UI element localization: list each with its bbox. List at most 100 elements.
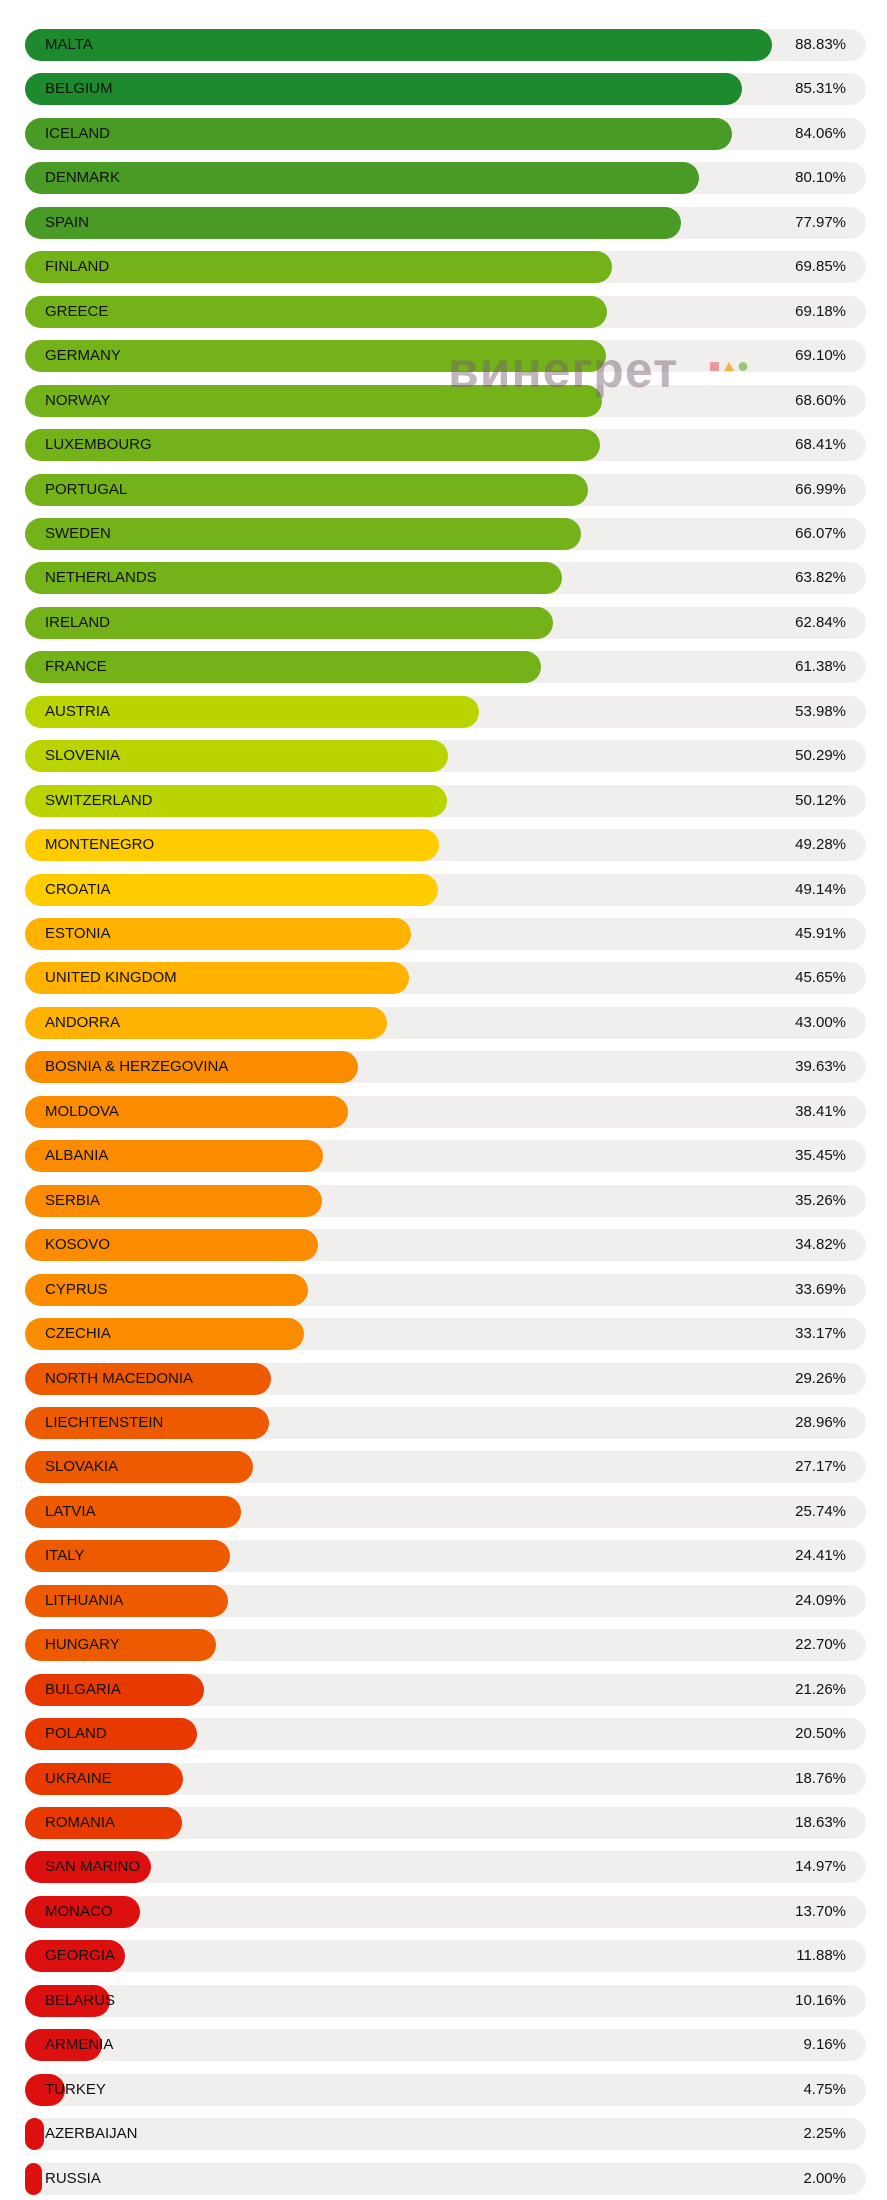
value-label: 13.70% [795, 1902, 846, 1920]
category-label: AUSTRIA [45, 702, 111, 720]
bar [25, 740, 448, 773]
value-label: 68.41% [795, 436, 846, 454]
bar [25, 962, 409, 995]
category-label: SLOVAKIA [45, 1458, 119, 1476]
bar-track [25, 1984, 866, 2017]
bar [25, 1851, 151, 1884]
bar [25, 1184, 322, 1217]
value-label: 24.41% [795, 1547, 846, 1565]
bar [25, 1229, 318, 1262]
bar [25, 2118, 44, 2151]
bar [25, 1807, 182, 1839]
bar-row: HUNGARY 22.70% [25, 1629, 866, 1662]
bar [25, 2073, 65, 2106]
value-label: 50.29% [795, 747, 846, 765]
bar [25, 340, 607, 373]
bar-row: CROATIA 49.14% [25, 873, 866, 906]
category-label: SLOVENIA [45, 747, 121, 765]
bar-row: GREECE 69.18% [25, 295, 866, 328]
value-label: 10.16% [795, 1991, 846, 2009]
bar-row: ARMENIA 9.16% [25, 2029, 866, 2062]
bar-row: AUSTRIA 53.98% [25, 695, 866, 728]
bar [25, 1673, 204, 1706]
category-label: FRANCE [45, 658, 107, 676]
category-label: PORTUGAL [45, 480, 128, 498]
category-label: MALTA [45, 36, 93, 53]
bar-row: MONTENEGRO 49.28% [25, 829, 866, 862]
bar-row: ANDORRA 43.00% [25, 1006, 866, 1039]
value-label: 18.76% [795, 1769, 846, 1787]
bar [25, 251, 613, 284]
category-label: ANDORRA [45, 1013, 121, 1031]
category-label: TURKEY [45, 2080, 106, 2098]
logo-shapes-icon [710, 362, 748, 371]
value-label: 29.26% [795, 1369, 846, 1387]
value-label: 45.91% [795, 925, 846, 942]
category-label: IRELAND [45, 613, 111, 631]
bar [25, 1406, 269, 1439]
value-label: 39.63% [795, 1058, 846, 1076]
value-label: 80.10% [795, 169, 846, 187]
value-label: 18.63% [795, 1814, 846, 1831]
bar-row: MOLDOVA 38.41% [25, 1095, 866, 1128]
bar-row: IRELAND 62.84% [25, 606, 866, 639]
bar-row: RUSSIA 2.00% [25, 2162, 866, 2195]
bar-row: FRANCE 61.38% [25, 651, 866, 684]
value-label: 38.41% [795, 1102, 846, 1120]
value-label: 35.26% [795, 1191, 846, 1209]
bar-row: LUXEMBOURG 68.41% [25, 429, 866, 462]
category-label: SERBIA [45, 1191, 101, 1209]
value-label: 2.25% [803, 2125, 846, 2143]
value-label: 33.69% [795, 1280, 846, 1298]
bar-track [25, 2029, 866, 2062]
bar [25, 206, 681, 239]
category-label: RUSSIA [45, 2169, 101, 2187]
bar [25, 1629, 216, 1662]
category-label: ARMENIA [45, 2036, 114, 2054]
bar-row: ESTONIA 45.91% [25, 918, 866, 950]
bar [25, 784, 447, 817]
bar-row: SWITZERLAND 50.12% [25, 784, 866, 817]
bar [25, 918, 412, 950]
bar [25, 1006, 387, 1039]
value-label: 62.84% [795, 613, 846, 631]
value-label: 9.16% [803, 2036, 846, 2054]
category-label: ITALY [45, 1547, 85, 1565]
bar [25, 2029, 103, 2062]
category-label: BELARUS [45, 1991, 116, 2009]
bar-row: ICELAND 84.06% [25, 117, 866, 150]
value-label: 27.17% [795, 1458, 846, 1476]
category-label: AZERBAIJAN [45, 2125, 138, 2143]
bar-row: CZECHIA 33.17% [25, 1318, 866, 1351]
value-label: 69.18% [795, 302, 846, 320]
bar-row: LIECHTENSTEIN 28.96% [25, 1406, 866, 1439]
category-label: SAN MARINO [45, 1858, 141, 1876]
bar [25, 1495, 242, 1528]
bar-row: NORWAY 68.60% [25, 384, 866, 417]
value-label: 43.00% [795, 1013, 846, 1031]
bar [25, 384, 602, 417]
bar-row: BELARUS 10.16% [25, 1984, 866, 2017]
category-label: FINLAND [45, 258, 110, 276]
value-label: 11.88% [796, 1947, 846, 1965]
bar [25, 517, 581, 550]
bar [25, 1362, 272, 1395]
bar-row: BOSNIA & HERZEGOVINA 39.63% [25, 1051, 866, 1084]
value-label: 14.97% [795, 1858, 846, 1876]
category-label: DENMARK [45, 169, 121, 187]
value-label: 49.28% [795, 836, 846, 854]
bar-row: DENMARK 80.10% [25, 162, 866, 195]
value-label: 24.09% [795, 1591, 846, 1609]
bar [25, 2162, 42, 2195]
bar-row: CYPRUS 33.69% [25, 1273, 866, 1306]
value-label: 20.50% [795, 1725, 846, 1743]
category-label: SWEDEN [45, 524, 111, 542]
value-label: 50.12% [795, 791, 846, 809]
bar [25, 1318, 304, 1351]
bar [25, 1540, 231, 1573]
category-label: LIECHTENSTEIN [45, 1413, 164, 1431]
category-label: ICELAND [45, 124, 111, 142]
bar-row: SERBIA 35.26% [25, 1184, 866, 1217]
category-label: ESTONIA [45, 925, 111, 942]
category-label: ROMANIA [45, 1814, 116, 1831]
